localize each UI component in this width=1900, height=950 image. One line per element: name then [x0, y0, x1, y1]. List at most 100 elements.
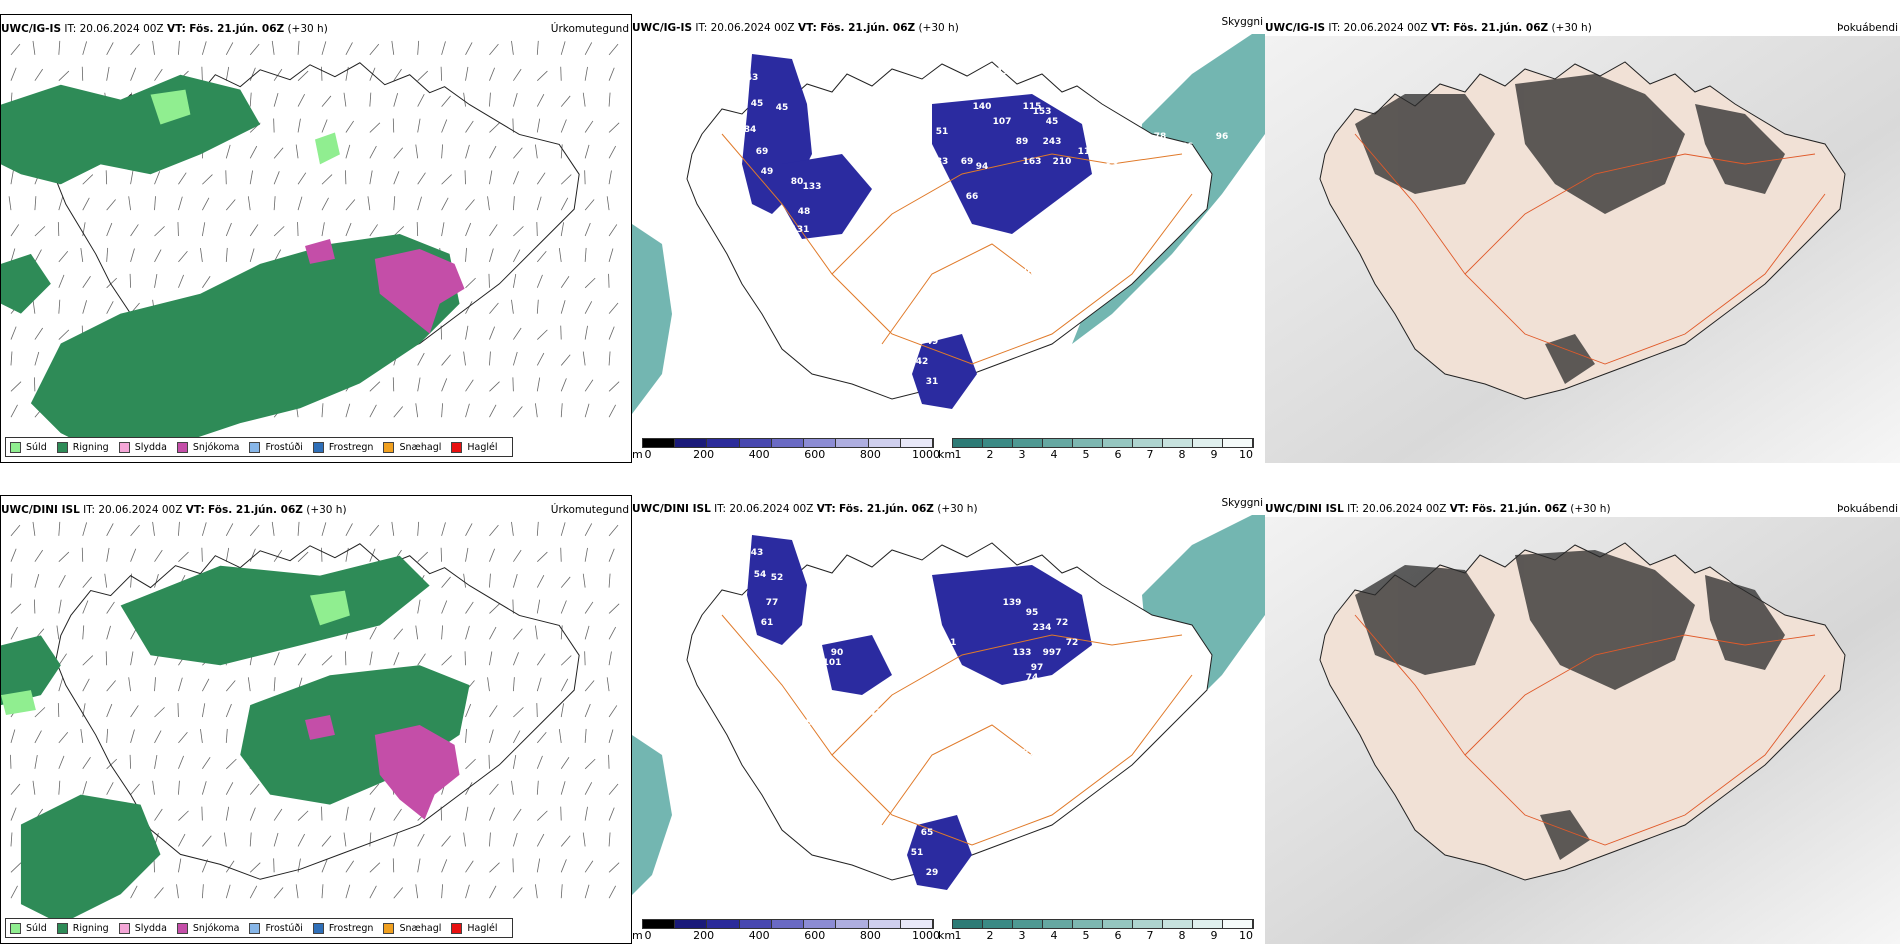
scale-color-cell [900, 920, 933, 928]
wind-barb [201, 859, 208, 873]
wind-barb [200, 248, 203, 262]
wind-barb [178, 196, 183, 211]
wind-barb [513, 549, 522, 562]
wind-barb [584, 247, 587, 262]
wind-barb [32, 40, 36, 55]
wind-barb [178, 780, 180, 795]
fog-map [1265, 36, 1900, 463]
wind-barb [106, 301, 114, 314]
visibility-value-label: 84 [926, 155, 939, 165]
wind-barb [465, 403, 470, 418]
wind-barb [560, 119, 567, 133]
it-value: 20.06.2024 00Z [98, 504, 183, 516]
wind-barb [106, 601, 115, 614]
visibility-value-label: 139 [1003, 598, 1022, 608]
scale-tick-label: 600 [804, 929, 826, 942]
wind-barb [345, 806, 349, 821]
vt-value: Fös. 21.jún. 06Z [839, 503, 934, 515]
wind-barb [465, 277, 476, 289]
wind-barb [608, 603, 620, 614]
wind-barb [297, 551, 309, 562]
wind-barb [154, 171, 161, 185]
lead-time: (+30 h) [1570, 503, 1611, 515]
scale-tick-label: 4 [1050, 929, 1058, 942]
wind-barb [560, 757, 570, 770]
wind-barb [608, 548, 615, 562]
wind-barb [417, 833, 425, 847]
wind-barb [393, 171, 400, 185]
wind-barb [582, 351, 586, 366]
wind-barb [441, 655, 452, 666]
scale-color-cell [953, 920, 983, 928]
precip-type-panel-row2: UWC/DINI ISL IT: 20.06.2024 00Z VT: Fös.… [0, 495, 632, 944]
wind-barb [582, 92, 586, 107]
wind-barb [321, 884, 324, 899]
wind-barb [441, 378, 448, 392]
wind-barb [58, 196, 64, 211]
visibility-value-label: 111 [938, 638, 957, 648]
wind-barb [489, 122, 500, 133]
wind-barb [535, 403, 538, 418]
wind-barb [536, 299, 539, 314]
scale-color-cell [771, 920, 805, 928]
wind-barb [321, 835, 332, 847]
precip-map [1, 40, 620, 454]
wind-barb [154, 808, 163, 821]
wind-barb [297, 810, 309, 821]
wind-barb [465, 860, 474, 873]
wind-barb [463, 573, 466, 588]
wind-barb [536, 274, 543, 288]
visibility-value-label: 54 [754, 570, 767, 580]
wind-barb [489, 404, 497, 418]
wind-barb [128, 196, 131, 211]
visibility-value-label: 163 [1023, 157, 1042, 167]
wind-barb [178, 810, 189, 821]
wind-barb [82, 276, 91, 289]
wind-barb [106, 728, 109, 743]
wind-barb [130, 705, 139, 718]
cloud-base-labels: m 0 200 400 600 800 1000 [632, 929, 940, 943]
wind-barb [441, 859, 448, 873]
it-label: IT: [695, 22, 708, 34]
wind-barb [536, 575, 545, 588]
wind-barb [536, 858, 541, 873]
wind-barb [391, 521, 395, 536]
wind-barb [489, 145, 497, 159]
visibility-value-label: 863 [1178, 733, 1197, 743]
it-label: IT: [714, 503, 727, 515]
wind-barb [249, 67, 256, 81]
wind-barb [130, 248, 135, 263]
visibility-value-label: 142 [863, 708, 882, 718]
wind-barb [487, 196, 490, 211]
wind-barb [343, 92, 347, 107]
wind-barb [560, 403, 563, 418]
wind-barb [536, 40, 539, 55]
precip-legend: Súld Rigning Slydda Snjókoma Frostúði Frostre… [5, 918, 513, 938]
wind-barb [225, 860, 235, 873]
visibility-value-label: 84 [744, 125, 757, 135]
visibility-value-label: 51 [936, 127, 949, 137]
wind-barb [489, 885, 497, 899]
wind-barb [536, 755, 543, 769]
wind-barb [558, 248, 562, 262]
legend-swatch [312, 922, 324, 934]
wind-barb [249, 92, 252, 107]
wind-barb [536, 118, 541, 133]
visibility-value-label: 210 [1053, 157, 1072, 167]
wind-barb [465, 379, 474, 392]
visibility-value-label: 80 [791, 177, 804, 187]
scale-tick-label: 3 [1018, 929, 1026, 942]
wind-barb [82, 41, 88, 55]
wind-barb [441, 222, 445, 237]
scale-tick-label: 9 [1210, 448, 1218, 461]
wind-barb [154, 226, 165, 237]
wind-barb [154, 677, 156, 692]
legend-item: Snjókoma [176, 922, 239, 934]
wind-barb [393, 887, 404, 899]
wind-barb [441, 576, 451, 588]
precip-drizzle [150, 89, 340, 165]
panel-title: Skyggni [1221, 16, 1264, 28]
precip-rain [1, 555, 470, 925]
wind-barb [489, 248, 494, 263]
